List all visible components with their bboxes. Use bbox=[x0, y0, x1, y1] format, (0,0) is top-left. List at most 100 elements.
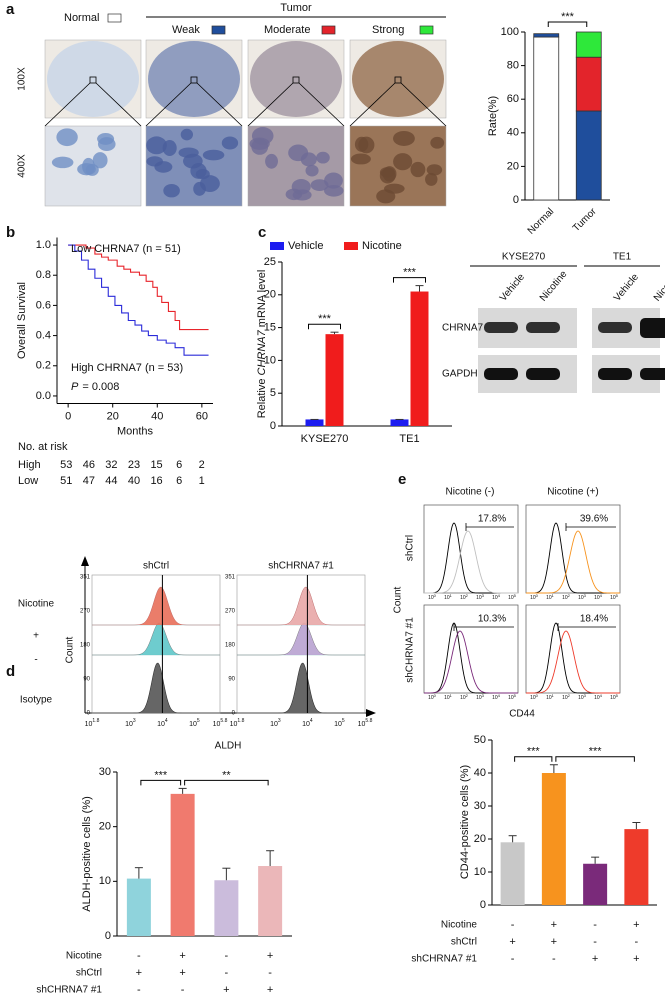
histogram bbox=[526, 522, 620, 594]
zoom-line bbox=[298, 82, 345, 127]
condition-sign: - bbox=[511, 919, 515, 931]
zoom-line bbox=[44, 82, 91, 127]
tick-exponent: 5.8 bbox=[365, 718, 372, 724]
tissue-core bbox=[47, 41, 139, 117]
y-tick-label: 15 bbox=[264, 322, 276, 334]
condition-name: shCHRNA7 #1 bbox=[36, 985, 102, 996]
tick-base: 10 bbox=[270, 721, 278, 728]
nucleus bbox=[180, 128, 194, 141]
condition-sign: + bbox=[592, 953, 598, 965]
y-tick-label: 1.0 bbox=[36, 239, 51, 251]
condition-sign: - bbox=[225, 950, 229, 962]
risk-row-name: High bbox=[18, 459, 41, 471]
bar bbox=[500, 842, 525, 905]
risk-value: 23 bbox=[128, 459, 140, 471]
tumor-header: Tumor bbox=[280, 2, 312, 14]
row-label: shCHRNA7 #1 bbox=[405, 617, 416, 683]
condition-sign: + bbox=[179, 950, 185, 962]
survival-curve bbox=[68, 244, 209, 331]
nucleus bbox=[146, 136, 167, 155]
significance-bracket bbox=[514, 756, 553, 762]
significance-bracket bbox=[547, 21, 588, 27]
treatment: Nicotine bbox=[538, 269, 570, 304]
nucleus bbox=[393, 153, 413, 171]
significance-label: *** bbox=[527, 746, 541, 758]
condition-sign: + bbox=[223, 984, 229, 996]
tick-label: 0 bbox=[232, 711, 236, 717]
blot-band bbox=[640, 318, 665, 338]
panel-label: b bbox=[6, 224, 15, 241]
tick-exponent: 3 bbox=[584, 593, 587, 598]
risk-value: 15 bbox=[150, 459, 162, 471]
nucleus bbox=[162, 140, 177, 156]
x-tick-label: 40 bbox=[151, 410, 163, 422]
nucleus bbox=[251, 127, 274, 145]
nucleus bbox=[195, 169, 210, 180]
tick-label: 90 bbox=[83, 677, 90, 683]
histogram bbox=[424, 622, 518, 694]
tick-base: 10 bbox=[125, 721, 133, 728]
blot-band bbox=[598, 368, 632, 380]
protein-label: CHRNA7 bbox=[442, 323, 484, 334]
blot-band bbox=[484, 368, 518, 380]
tick-base: 10 bbox=[230, 721, 238, 728]
nucleus bbox=[265, 153, 278, 169]
condition-sign: - bbox=[181, 984, 185, 996]
y-tick-label: 0.2 bbox=[36, 360, 51, 372]
y-axis-title: ALDH-positive cells (%) bbox=[81, 796, 93, 912]
y-tick-label: 0 bbox=[270, 420, 276, 432]
tick-label: 105.8 bbox=[358, 718, 373, 728]
y-tick-label: 25 bbox=[264, 256, 276, 268]
nucleus bbox=[430, 136, 445, 149]
column-title: shCtrl bbox=[143, 561, 169, 572]
tick-base: 10 bbox=[594, 595, 600, 601]
y-tick-label: 0 bbox=[480, 899, 486, 911]
y-tick-label: 20 bbox=[264, 289, 276, 301]
y-tick-label: 20 bbox=[507, 160, 519, 172]
tick-base: 10 bbox=[562, 695, 568, 701]
tick-label: 103 bbox=[578, 593, 587, 601]
tick-base: 10 bbox=[85, 721, 93, 728]
nucleus bbox=[51, 156, 74, 169]
tick-exponent: 2 bbox=[568, 593, 571, 598]
y-tick-label: 10 bbox=[264, 354, 276, 366]
axis-title: Count bbox=[393, 586, 404, 613]
tick-base: 10 bbox=[157, 721, 165, 728]
column-title: Nicotine (-) bbox=[446, 487, 495, 498]
nucleus bbox=[350, 153, 371, 165]
condition-sign: - bbox=[511, 953, 515, 965]
tick-base: 10 bbox=[546, 595, 552, 601]
significance-label: *** bbox=[403, 267, 417, 279]
p-text: = 0.008 bbox=[82, 381, 119, 393]
y-tick-label: 40 bbox=[474, 767, 486, 779]
tick-label: 103 bbox=[476, 593, 485, 601]
tick-label: 103 bbox=[476, 693, 485, 701]
tick-label: 105 bbox=[610, 693, 619, 701]
bar bbox=[305, 419, 324, 426]
tick-exponent: 1 bbox=[552, 693, 555, 698]
legend-swatch bbox=[419, 25, 434, 35]
tick-label: 104 bbox=[157, 718, 168, 728]
y-axis-title-part: mRNA level bbox=[256, 270, 268, 331]
tick-base: 10 bbox=[444, 595, 450, 601]
tick-exponent: 4 bbox=[165, 718, 168, 724]
tick-exponent: 0 bbox=[536, 593, 539, 598]
tick-label: 100 bbox=[530, 593, 539, 601]
column-title: shCHRNA7 #1 bbox=[268, 561, 334, 572]
tick-label: 100 bbox=[530, 693, 539, 701]
tick-label: 351 bbox=[225, 575, 236, 581]
y-tick-label: 10 bbox=[474, 866, 486, 878]
significance-label: *** bbox=[589, 746, 603, 758]
risk-value: 2 bbox=[199, 459, 205, 471]
condition-name: shCtrl bbox=[76, 968, 102, 979]
tick-label: 101.8 bbox=[230, 718, 245, 728]
tick-base: 10 bbox=[460, 595, 466, 601]
tick-label: 105 bbox=[189, 718, 200, 728]
tick-label: 101 bbox=[444, 593, 453, 601]
significance-bracket bbox=[308, 323, 341, 330]
tick-exponent: 3 bbox=[584, 693, 587, 698]
condition-sign: + bbox=[267, 984, 273, 996]
flow-frame bbox=[525, 504, 621, 594]
panel-label: e bbox=[398, 471, 406, 488]
